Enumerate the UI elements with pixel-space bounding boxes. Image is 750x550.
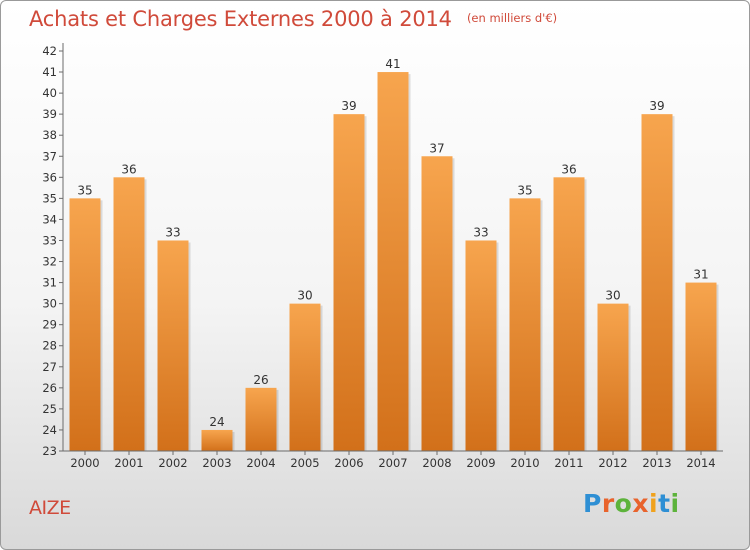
x-tick-label: 2010 — [510, 456, 539, 470]
y-tick-label: 42 — [42, 44, 57, 58]
y-tick-label: 32 — [42, 255, 57, 269]
y-tick-label: 24 — [42, 423, 57, 437]
x-tick-label: 2000 — [70, 456, 99, 470]
x-tick-label: 2013 — [642, 456, 671, 470]
x-tick-label: 2003 — [202, 456, 231, 470]
y-tick-label: 38 — [42, 128, 57, 142]
bar-2005 — [289, 303, 321, 451]
logo-letter: i — [649, 489, 659, 518]
x-tick-label: 2004 — [246, 456, 275, 470]
chart-subtitle: (en milliers d'€) — [466, 11, 558, 25]
bar-2008 — [421, 156, 453, 451]
logo-letter: t — [658, 489, 671, 518]
y-tick-label: 36 — [42, 170, 57, 184]
y-tick-label: 23 — [42, 444, 57, 458]
data-label: 35 — [517, 183, 532, 197]
logo-letter: P — [583, 489, 602, 518]
x-tick-label: 2012 — [598, 456, 627, 470]
data-label: 36 — [561, 162, 576, 176]
data-label: 33 — [473, 225, 488, 239]
x-tick-label: 2007 — [378, 456, 407, 470]
bar-2011 — [553, 177, 585, 451]
y-tick-label: 33 — [42, 233, 57, 247]
y-tick-label: 30 — [42, 297, 57, 311]
bar-2014 — [685, 282, 717, 451]
y-tick-label: 34 — [42, 212, 57, 226]
bar-2004 — [245, 387, 277, 451]
y-tick-label: 40 — [42, 86, 57, 100]
data-label: 31 — [693, 268, 708, 282]
bar-2006 — [333, 114, 365, 451]
y-tick-label: 31 — [42, 276, 57, 290]
data-label: 33 — [165, 225, 180, 239]
bar-2003 — [201, 429, 233, 451]
data-label: 41 — [385, 57, 400, 71]
x-tick-label: 2001 — [114, 456, 143, 470]
y-tick-label: 26 — [42, 381, 57, 395]
data-label: 24 — [209, 415, 224, 429]
y-tick-label: 37 — [42, 149, 57, 163]
bar-2012 — [597, 303, 629, 451]
y-tick-label: 28 — [42, 339, 57, 353]
x-tick-label: 2002 — [158, 456, 187, 470]
bar-2013 — [641, 114, 673, 451]
y-tick-label: 41 — [42, 65, 57, 79]
bar-2010 — [509, 198, 541, 451]
y-tick-label: 35 — [42, 191, 57, 205]
bar-2001 — [113, 177, 145, 451]
proxiti-logo[interactable]: Proxiti — [583, 489, 680, 518]
x-tick-label: 2006 — [334, 456, 363, 470]
y-tick-label: 39 — [42, 107, 57, 121]
data-label: 39 — [649, 99, 664, 113]
x-tick-label: 2014 — [686, 456, 715, 470]
data-label: 30 — [605, 289, 620, 303]
logo-letter: r — [601, 489, 615, 518]
x-tick-label: 2005 — [290, 456, 319, 470]
data-label: 39 — [341, 99, 356, 113]
data-label: 36 — [121, 162, 136, 176]
logo-letter: o — [614, 489, 633, 518]
title-line: Achats et Charges Externes 2000 à 2014 (… — [29, 7, 557, 31]
logo-letter: i — [670, 489, 680, 518]
x-tick-label: 2008 — [422, 456, 451, 470]
data-label: 30 — [297, 289, 312, 303]
chart-title: Achats et Charges Externes 2000 à 2014 — [29, 7, 452, 31]
bar-2000 — [69, 198, 101, 451]
commune-name: AIZE — [29, 497, 71, 519]
bar-2007 — [377, 72, 409, 451]
data-label: 26 — [253, 373, 268, 387]
y-tick-label: 29 — [42, 318, 57, 332]
data-label: 37 — [429, 141, 444, 155]
logo-letter: x — [632, 489, 649, 518]
bar-2009 — [465, 240, 497, 451]
y-tick-label: 27 — [42, 360, 57, 374]
x-tick-label: 2011 — [554, 456, 583, 470]
y-tick-label: 25 — [42, 402, 57, 416]
data-label: 35 — [77, 183, 92, 197]
x-tick-label: 2009 — [466, 456, 495, 470]
bar-2002 — [157, 240, 189, 451]
